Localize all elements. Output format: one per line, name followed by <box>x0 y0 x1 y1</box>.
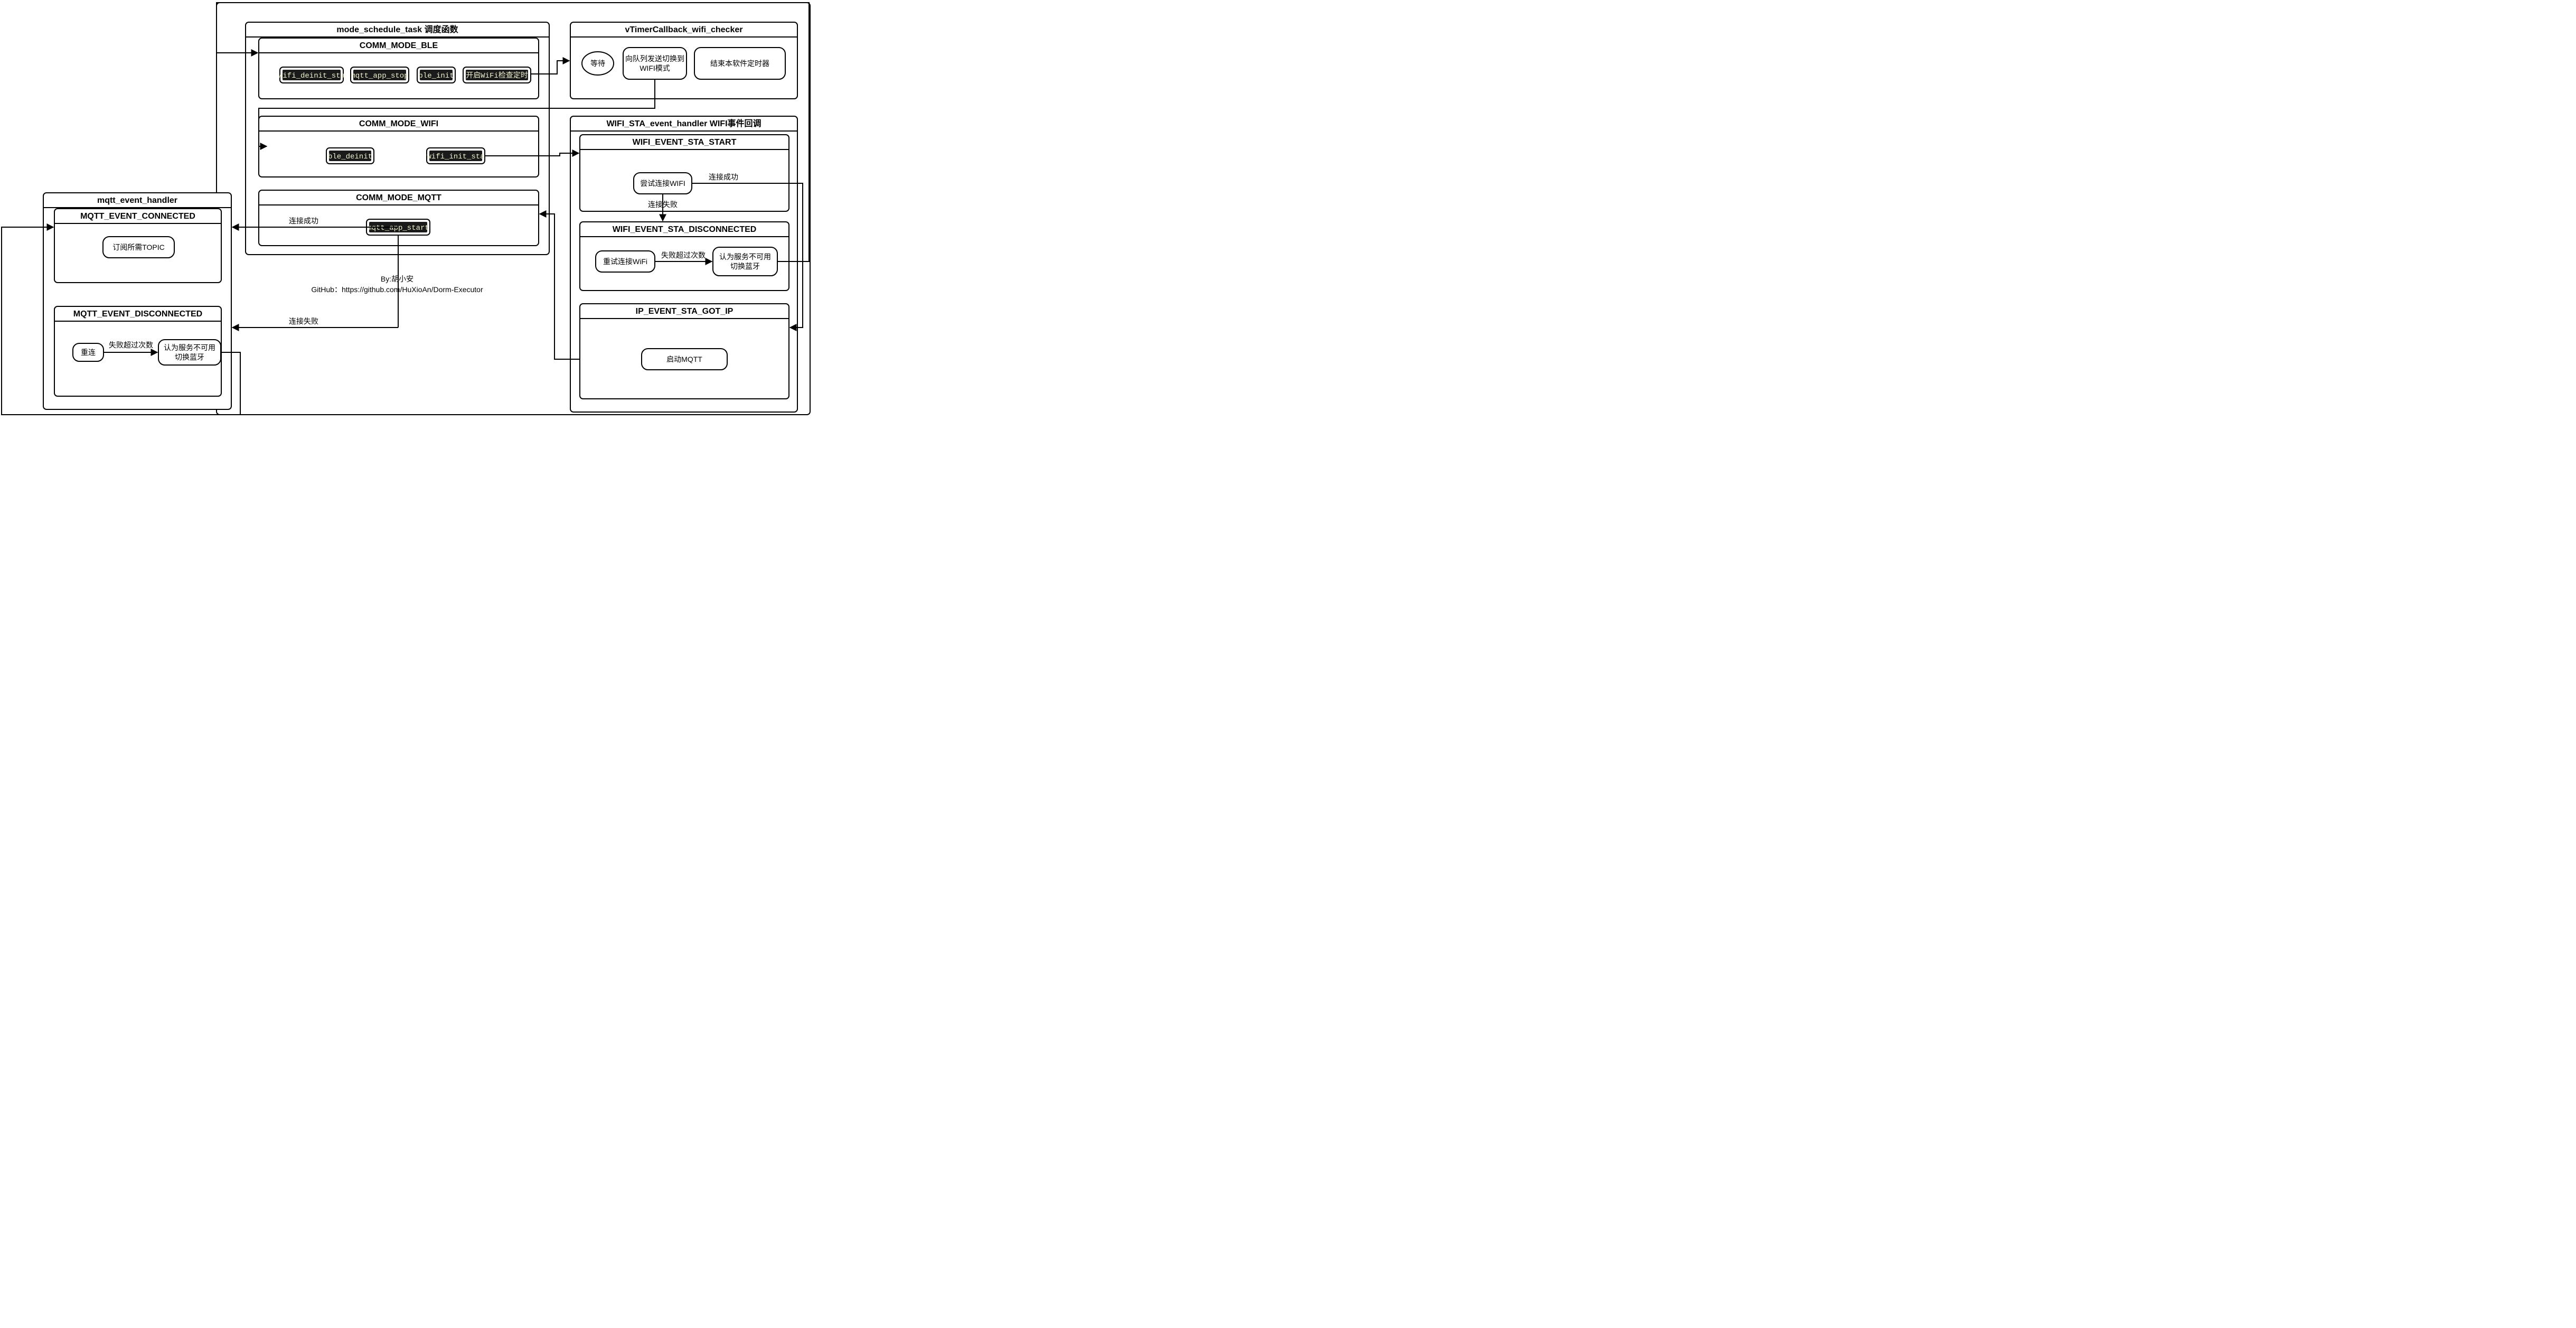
switch-bt <box>713 247 777 276</box>
github: GitHub：https://github.com/HuXioAn/Dorm-E… <box>311 285 483 294</box>
enqueue-l2: WIFI模式 <box>640 64 670 72</box>
wifi-start-title: WIFI_EVENT_STA_START <box>633 138 737 147</box>
timer-title: vTimerCallback_wifi_checker <box>625 25 743 34</box>
start-mqtt-node-label: 启动MQTT <box>666 355 702 363</box>
wait-label: 等待 <box>590 59 605 68</box>
enqueue <box>623 48 687 79</box>
lbl-mqtt-fail: 连接失败 <box>289 317 318 325</box>
subscribe-label: 订阅所需TOPIC <box>112 243 165 251</box>
lbl-try-ok: 连接成功 <box>709 173 738 181</box>
ble-item-3-label: 开启WiFi检查定时 <box>466 71 528 80</box>
mqtt-box-title: COMM_MODE_MQTT <box>356 193 441 202</box>
mqtt-item-0-label: mqtt_app_start <box>367 224 429 232</box>
lbl-try-fail: 连接失败 <box>648 200 678 209</box>
wifi-item-0-label: ble_deinit <box>328 153 372 161</box>
mqtt-retry-label: 重连 <box>81 348 96 357</box>
switch-bt-l2: 切换蓝牙 <box>730 262 760 270</box>
enqueue-l1: 向队列发送切换到 <box>625 54 684 63</box>
lbl-retry: 失败超过次数 <box>661 251 706 259</box>
wifi-handler-title: WIFI_STA_event_handler WIFI事件回调 <box>606 118 761 128</box>
mqtt-disc-title: MQTT_EVENT_DISCONNECTED <box>73 310 202 319</box>
wifi-item-1-label: wifi_init_sta <box>427 153 484 161</box>
author: By:胡小安 <box>381 275 413 283</box>
wifi-box-title: COMM_MODE_WIFI <box>359 119 438 128</box>
end-timer-label: 结束本软件定时器 <box>710 59 769 68</box>
ble-item-1-label: mqtt_app_stop <box>351 72 408 80</box>
ble-item-2-label: ble_init <box>418 72 454 80</box>
switch-bt-l1: 认为服务不可用 <box>719 252 771 261</box>
gotip-title: IP_EVENT_STA_GOT_IP <box>636 307 734 316</box>
wifi-disc-title: WIFI_EVENT_STA_DISCONNECTED <box>613 225 757 234</box>
try-connect-label: 尝试连接WIFI <box>640 179 685 188</box>
mqtt-switch-l2: 切换蓝牙 <box>175 353 204 361</box>
mqtt-handler-title: mqtt_event_handler <box>97 196 177 205</box>
lbl-mqtt-retry: 失败超过次数 <box>109 341 153 349</box>
mqtt-switch-l1: 认为服务不可用 <box>164 343 215 352</box>
ble-box-title: COMM_MODE_BLE <box>360 41 438 50</box>
sched-title: mode_schedule_task 调度函数 <box>336 24 458 34</box>
mqtt-conn-title: MQTT_EVENT_CONNECTED <box>80 212 195 221</box>
lbl-mqtt-ok: 连接成功 <box>289 217 318 225</box>
ble-item-0-label: wifi_deinit_sta <box>278 72 345 80</box>
retry-wifi-label: 重试连接WiFi <box>603 257 647 266</box>
